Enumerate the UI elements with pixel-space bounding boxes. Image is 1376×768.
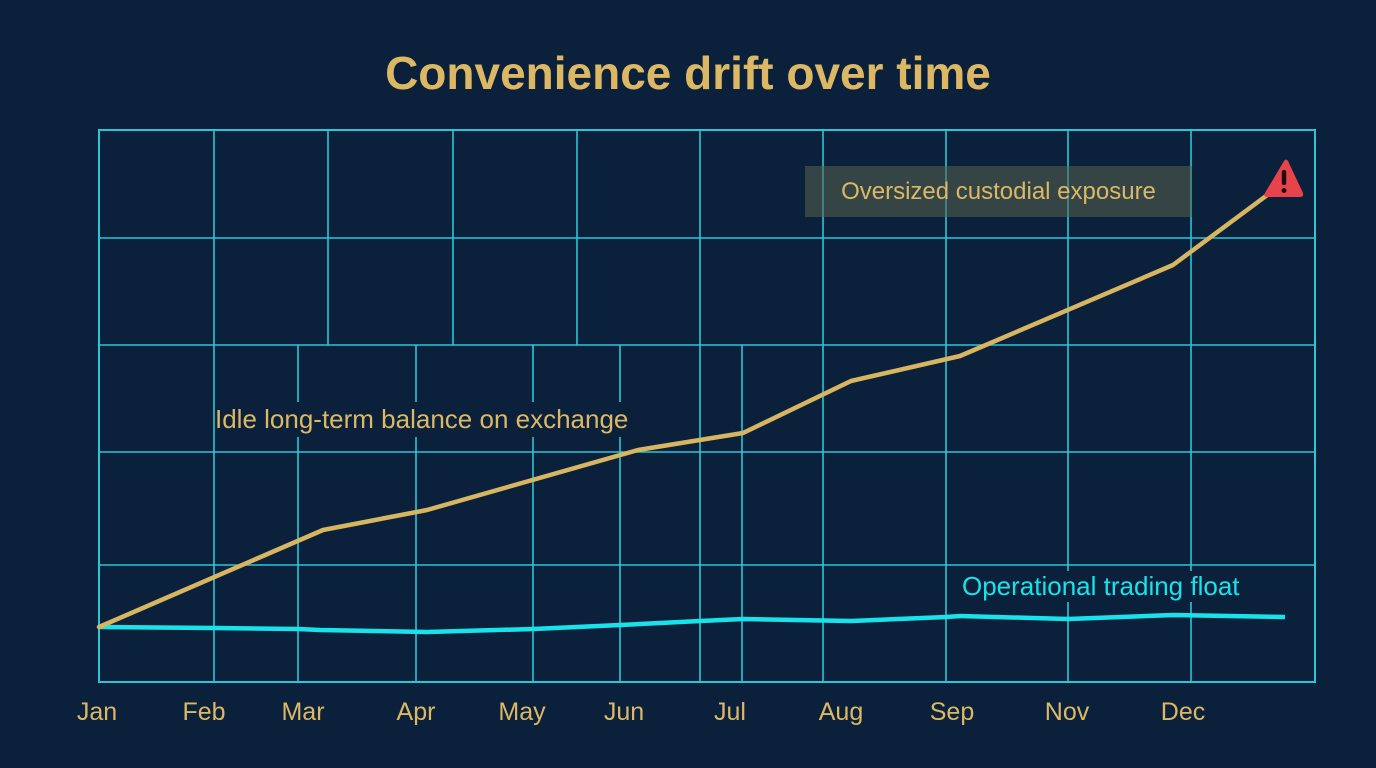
series-operational-trading-float <box>98 612 1286 635</box>
chart-title: Convenience drift over time <box>385 47 991 99</box>
x-tick-label: Mar <box>281 698 325 726</box>
x-tick-label: Apr <box>396 698 436 726</box>
x-tick-label: Nov <box>1044 698 1090 726</box>
x-tick-label: Sep <box>929 698 975 726</box>
grid <box>98 129 1316 683</box>
callout-oversized-custodial-exposure: Oversized custodial exposure <box>805 166 1192 217</box>
label-operational-trading-float: Operational trading float <box>962 571 1240 602</box>
x-tick-label: Jan <box>76 698 118 726</box>
x-tick-label: Jul <box>714 698 746 726</box>
x-tick-label: Dec <box>1160 698 1206 726</box>
warning-triangle-icon <box>1264 159 1304 197</box>
plot-frame <box>98 129 1316 683</box>
x-tick-label: Aug <box>818 698 864 726</box>
label-idle-long-term-balance: Idle long-term balance on exchange <box>215 402 629 437</box>
x-tick-label: May <box>498 698 546 726</box>
x-tick-label: Feb <box>182 698 226 726</box>
series-idle-long-term-balance <box>96 190 1273 630</box>
x-tick-label: Jun <box>603 698 645 726</box>
